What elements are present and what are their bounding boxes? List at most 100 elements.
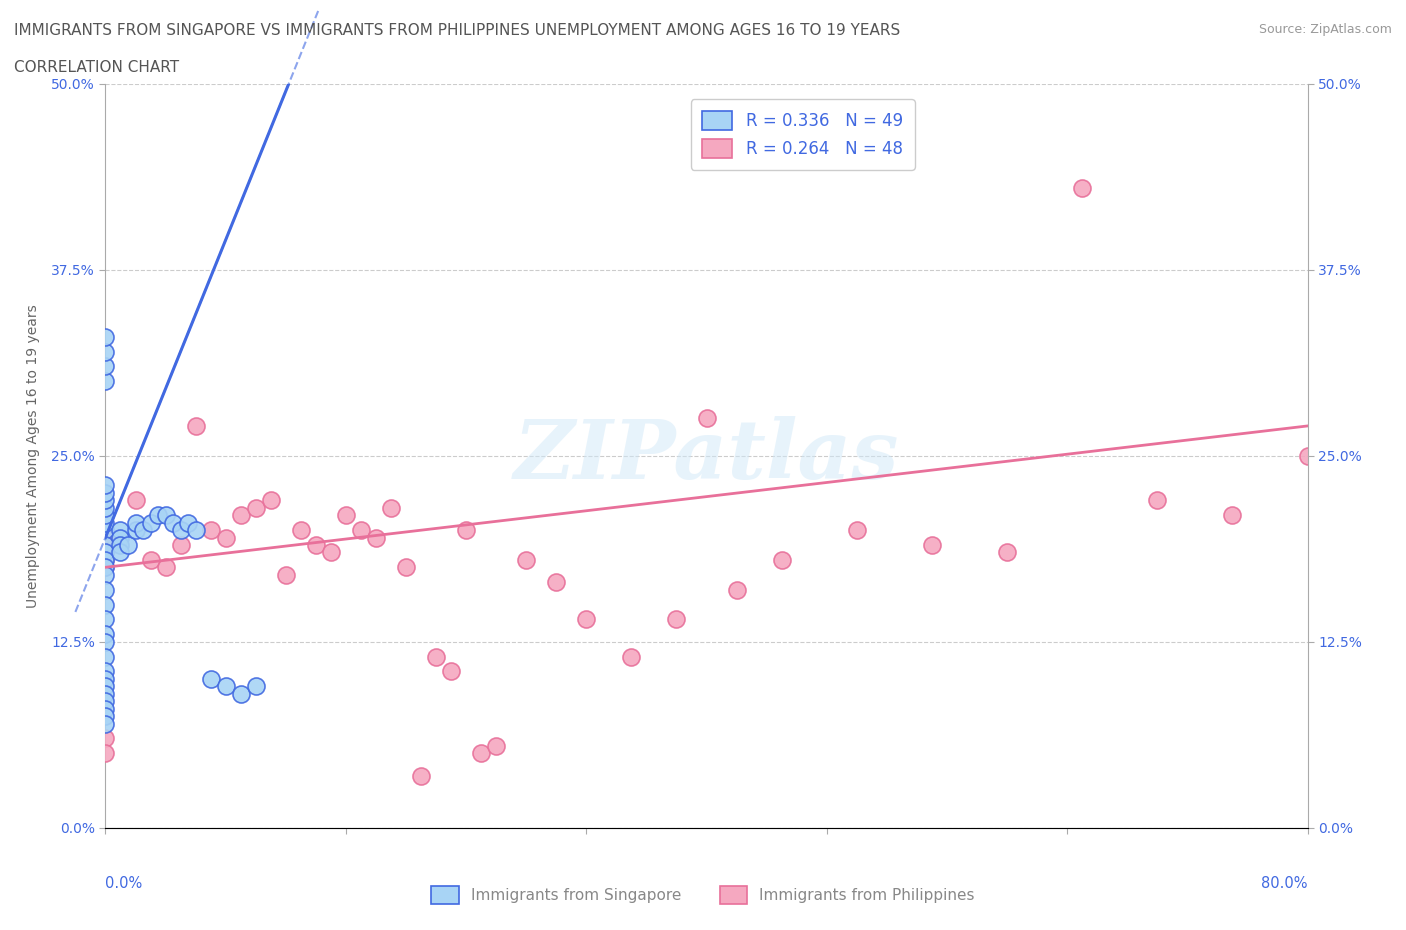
Point <box>94 612 117 627</box>
Point <box>139 552 162 567</box>
Point <box>94 523 117 538</box>
Point <box>94 329 117 344</box>
Point <box>229 686 252 701</box>
Point <box>94 649 117 664</box>
Point <box>110 523 132 538</box>
Point <box>364 530 387 545</box>
Point <box>94 560 117 575</box>
Point <box>94 627 117 642</box>
Point <box>995 545 1018 560</box>
Point <box>94 709 117 724</box>
Point <box>335 508 357 523</box>
Point <box>94 582 117 597</box>
Point <box>94 374 117 389</box>
Point <box>94 560 117 575</box>
Legend: R = 0.336   N = 49, R = 0.264   N = 48: R = 0.336 N = 49, R = 0.264 N = 48 <box>690 100 914 169</box>
Point <box>200 671 222 686</box>
Point <box>177 515 200 530</box>
Point <box>921 538 943 552</box>
Point <box>94 493 117 508</box>
Point <box>665 612 688 627</box>
Text: CORRELATION CHART: CORRELATION CHART <box>14 60 179 75</box>
Point <box>94 694 117 709</box>
Point <box>94 716 117 731</box>
Point <box>94 478 117 493</box>
Point <box>94 552 117 567</box>
Point <box>94 701 117 716</box>
Point <box>245 500 267 515</box>
Point <box>132 523 155 538</box>
Point <box>155 560 177 575</box>
Point <box>546 575 568 590</box>
Point <box>456 523 478 538</box>
Point <box>94 344 117 359</box>
Point <box>94 597 117 612</box>
Text: IMMIGRANTS FROM SINGAPORE VS IMMIGRANTS FROM PHILIPPINES UNEMPLOYMENT AMONG AGES: IMMIGRANTS FROM SINGAPORE VS IMMIGRANTS … <box>14 23 900 38</box>
Point <box>770 552 793 567</box>
Point <box>94 552 117 567</box>
Point <box>94 530 117 545</box>
Point <box>350 523 373 538</box>
Point <box>169 538 191 552</box>
Point <box>94 746 117 761</box>
Point <box>94 567 117 582</box>
Point <box>94 485 117 500</box>
Point <box>229 508 252 523</box>
Point <box>620 649 643 664</box>
Text: ZIPatlas: ZIPatlas <box>513 416 900 496</box>
Point <box>94 634 117 649</box>
Point <box>110 545 132 560</box>
Point <box>725 582 748 597</box>
Point <box>575 612 598 627</box>
Point <box>425 649 447 664</box>
Point <box>184 418 207 433</box>
Point <box>94 545 117 560</box>
Point <box>146 508 169 523</box>
Point <box>139 515 162 530</box>
Text: Source: ZipAtlas.com: Source: ZipAtlas.com <box>1258 23 1392 36</box>
Point <box>200 523 222 538</box>
Point <box>94 538 117 552</box>
Point <box>94 731 117 746</box>
Point <box>155 508 177 523</box>
Point <box>470 746 492 761</box>
Point <box>290 523 312 538</box>
Point <box>94 545 117 560</box>
Point <box>260 493 283 508</box>
Point <box>94 679 117 694</box>
Point <box>319 545 342 560</box>
Point <box>94 671 117 686</box>
Point <box>214 679 236 694</box>
Point <box>1071 180 1094 195</box>
Point <box>94 686 117 701</box>
Point <box>117 538 139 552</box>
Legend: Immigrants from Singapore, Immigrants from Philippines: Immigrants from Singapore, Immigrants fr… <box>422 877 984 913</box>
Point <box>409 768 432 783</box>
Point <box>214 530 236 545</box>
Point <box>94 359 117 374</box>
Point <box>696 411 718 426</box>
Point <box>94 538 117 552</box>
Point <box>162 515 184 530</box>
Point <box>124 515 146 530</box>
Point <box>94 500 117 515</box>
Point <box>94 515 117 530</box>
Point <box>184 523 207 538</box>
Point <box>845 523 868 538</box>
Y-axis label: Unemployment Among Ages 16 to 19 years: Unemployment Among Ages 16 to 19 years <box>27 304 39 607</box>
Point <box>110 530 132 545</box>
Point <box>169 523 191 538</box>
Point <box>245 679 267 694</box>
Point <box>485 738 508 753</box>
Point <box>515 552 537 567</box>
Point <box>124 493 146 508</box>
Point <box>274 567 297 582</box>
Text: 80.0%: 80.0% <box>1261 876 1308 891</box>
Point <box>395 560 418 575</box>
Point <box>440 664 463 679</box>
Point <box>305 538 328 552</box>
Point <box>1146 493 1168 508</box>
Point <box>124 523 146 538</box>
Text: 0.0%: 0.0% <box>105 876 142 891</box>
Point <box>380 500 402 515</box>
